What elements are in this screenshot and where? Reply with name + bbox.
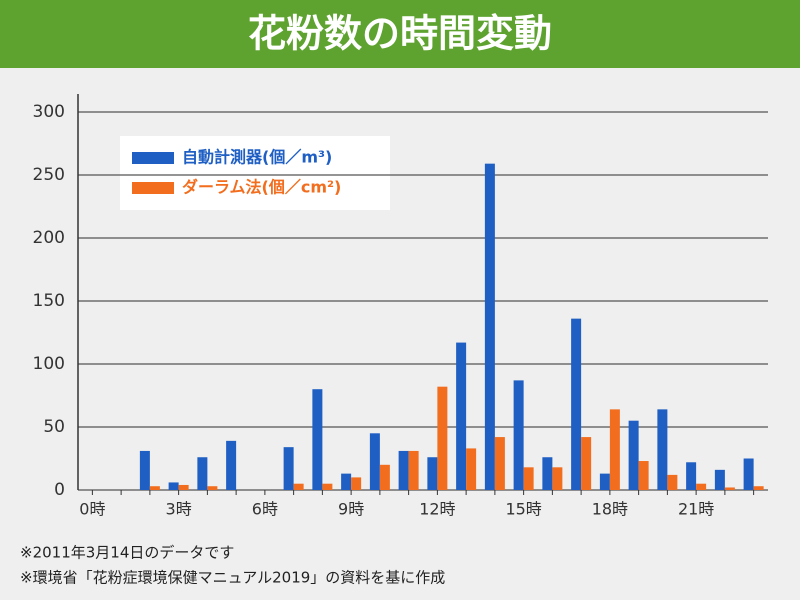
bar <box>398 450 409 490</box>
legend-box <box>120 136 390 210</box>
legend-label: 自動計測器(個／m³) <box>182 148 332 167</box>
bar <box>139 450 150 490</box>
legend-label: ダーラム法(個／cm²) <box>182 178 341 197</box>
bar <box>293 483 304 490</box>
y-tick-label: 0 <box>54 480 65 500</box>
bar <box>149 486 160 490</box>
bar <box>599 473 610 490</box>
bar <box>197 457 208 490</box>
bar <box>571 318 582 490</box>
note: ※環境省「花粉症環境保健マニュアル2019」の資料を基に作成 <box>20 569 445 587</box>
x-tick-label: 15時 <box>505 500 541 519</box>
y-tick-label: 300 <box>33 102 65 122</box>
bar <box>226 440 237 490</box>
bar <box>743 458 754 490</box>
bar <box>283 447 294 490</box>
legend-swatch <box>132 152 174 164</box>
bar <box>207 486 218 490</box>
bar <box>753 486 764 490</box>
bar <box>312 389 323 490</box>
bar <box>408 450 419 490</box>
x-tick-label: 18時 <box>592 500 628 519</box>
x-tick-label: 12時 <box>419 500 455 519</box>
bar <box>178 484 189 490</box>
y-tick-label: 150 <box>33 291 65 311</box>
bar <box>466 448 477 490</box>
bar <box>379 464 390 490</box>
y-tick-label: 50 <box>43 417 65 437</box>
bar <box>638 461 649 490</box>
bar <box>724 487 735 490</box>
bar <box>456 342 467 490</box>
bar <box>484 163 495 490</box>
bar <box>494 437 505 490</box>
x-tick-label: 21時 <box>678 500 714 519</box>
bar <box>437 386 448 490</box>
bar <box>696 483 707 490</box>
bar <box>609 409 620 490</box>
bar <box>341 473 352 490</box>
bar <box>581 437 592 490</box>
bar <box>351 477 362 490</box>
bar <box>657 409 668 490</box>
bar <box>667 474 678 490</box>
y-tick-label: 200 <box>33 228 65 248</box>
bar <box>542 457 553 490</box>
y-tick-label: 100 <box>33 354 65 374</box>
x-tick-label: 9時 <box>338 500 364 519</box>
bar <box>168 482 179 490</box>
bar <box>369 433 380 490</box>
bar <box>552 467 563 490</box>
bar <box>686 462 697 490</box>
chart-title: 花粉数の時間変動 <box>248 12 552 56</box>
x-tick-label: 6時 <box>252 500 278 519</box>
x-tick-label: 0時 <box>79 500 105 519</box>
y-tick-label: 250 <box>33 165 65 185</box>
bar <box>513 380 524 490</box>
legend-swatch <box>132 182 174 194</box>
bar <box>628 420 639 490</box>
x-tick-label: 3時 <box>166 500 192 519</box>
bar <box>427 457 438 490</box>
bar <box>322 483 333 490</box>
bar <box>714 469 725 490</box>
note: ※2011年3月14日のデータです <box>20 544 234 562</box>
bar <box>523 467 534 490</box>
header-band <box>0 0 800 68</box>
